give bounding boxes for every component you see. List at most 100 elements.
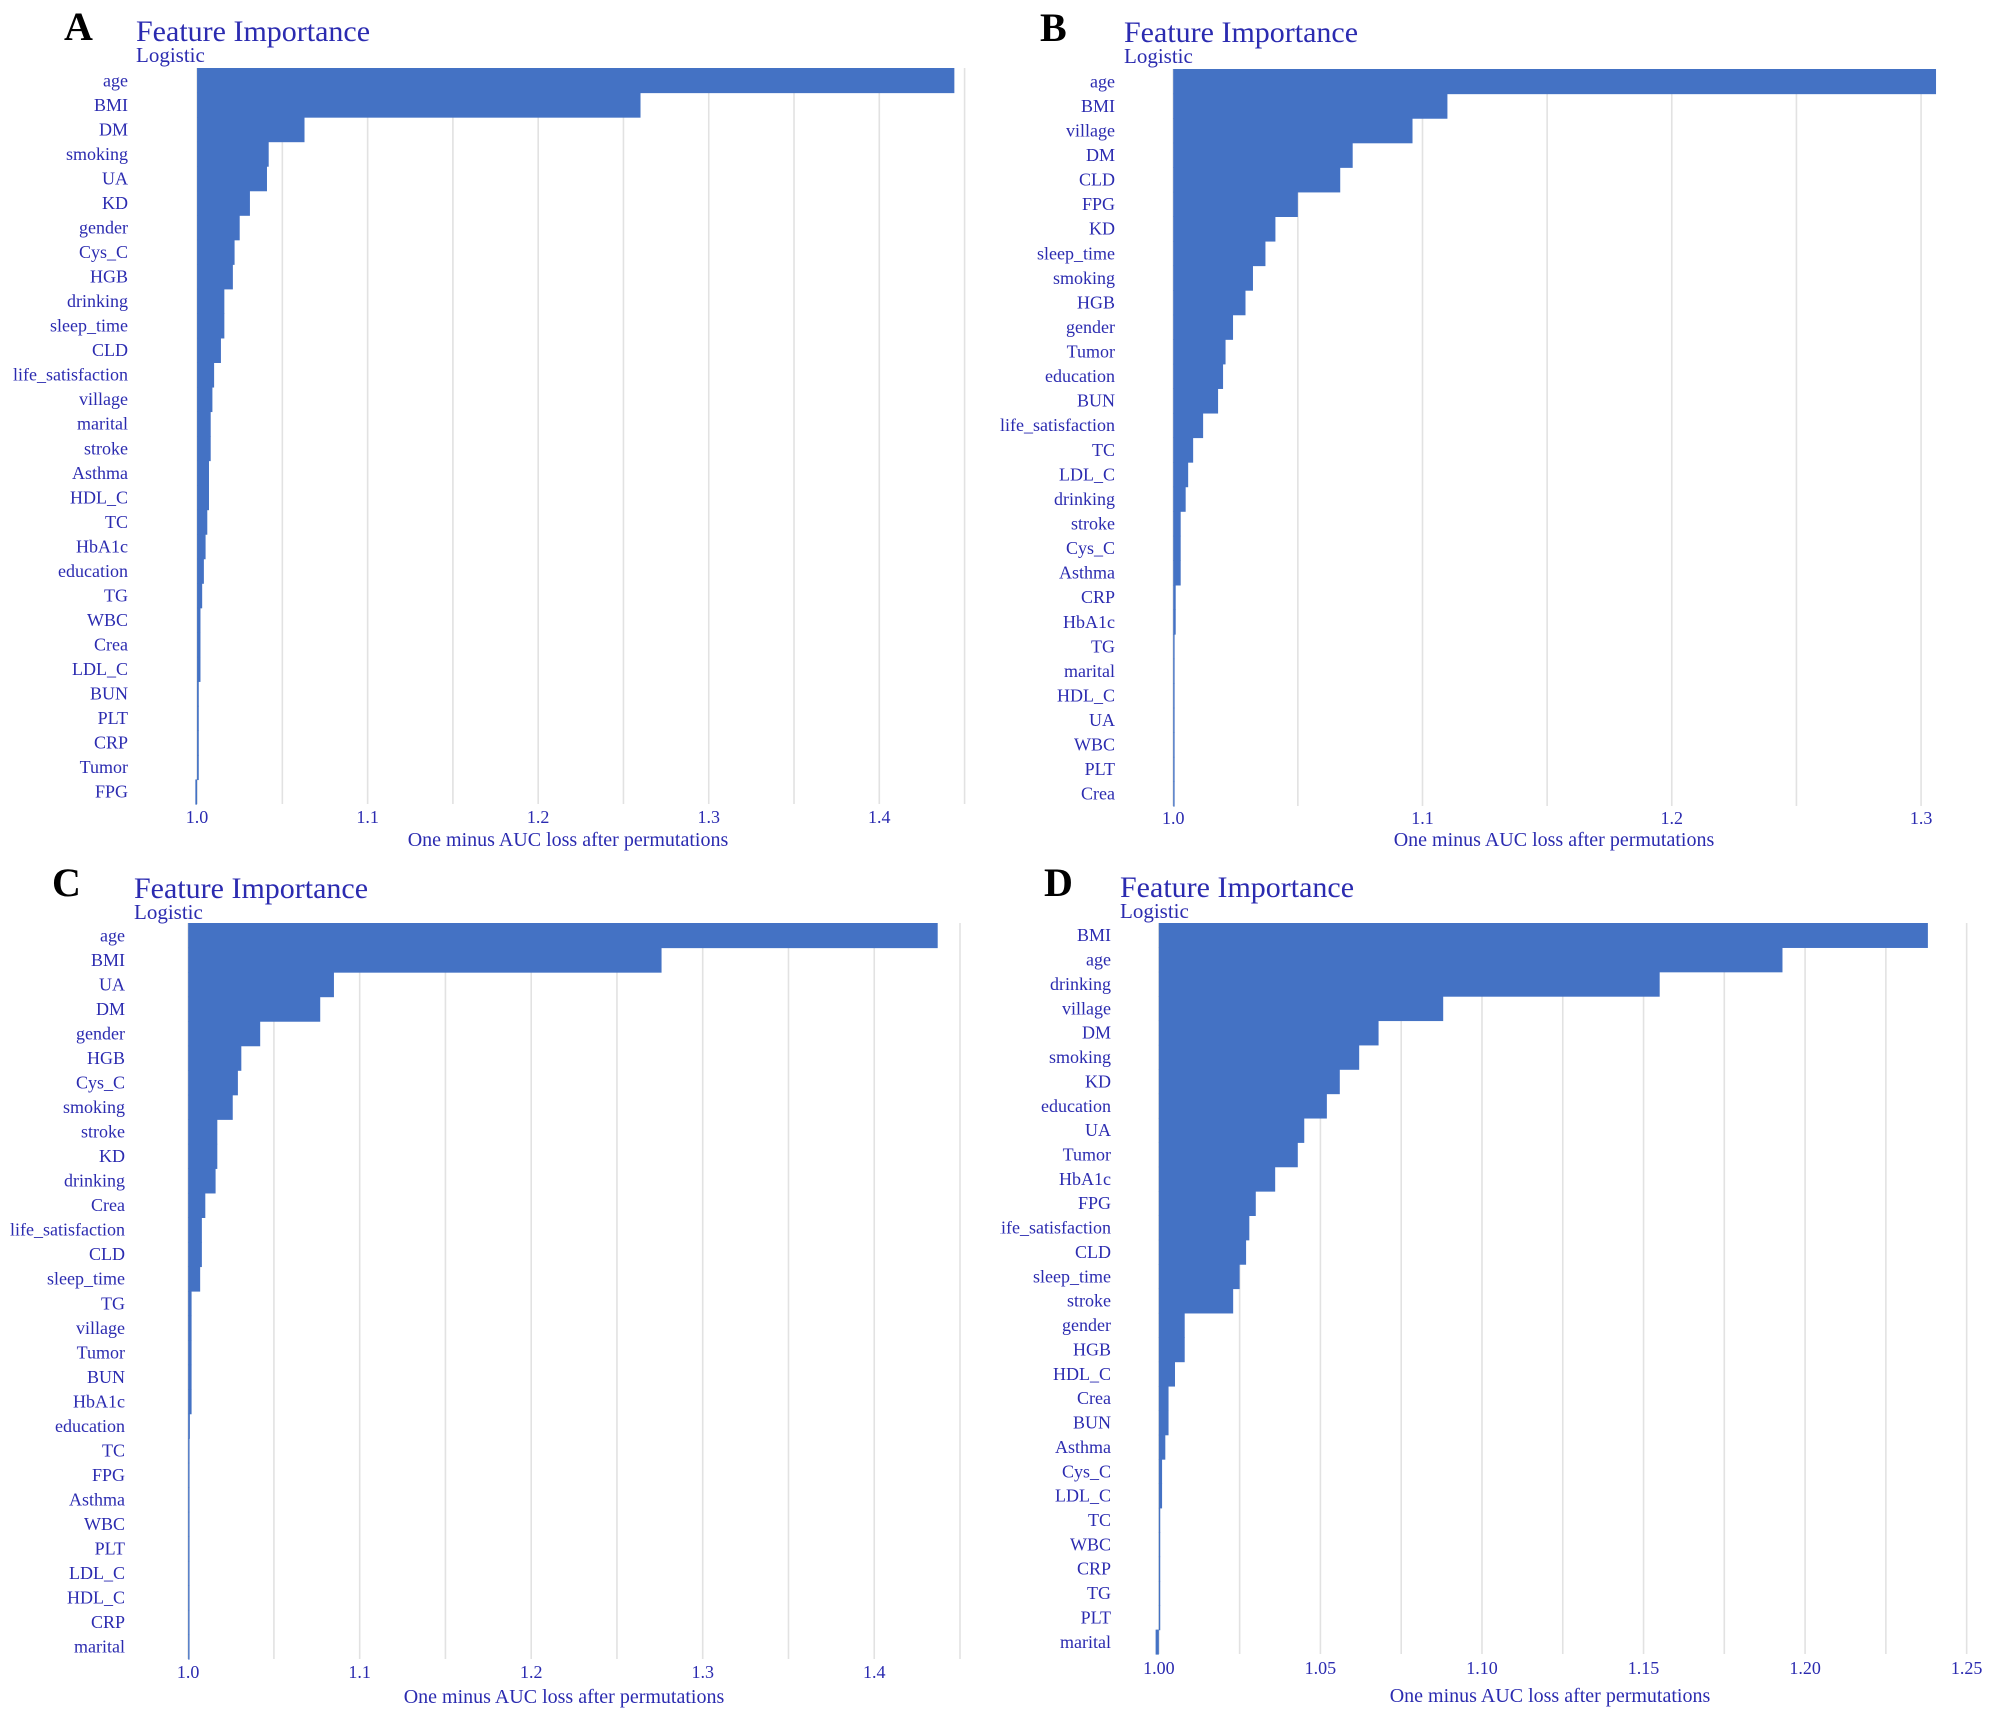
x-axis-title: One minus AUC loss after permutations xyxy=(1390,1685,1711,1707)
chart-subtitle: Logistic xyxy=(1120,899,1189,923)
bar-fpg xyxy=(1173,191,1298,217)
chart-panel-d: BMI age drinking village DM smoking KD educatio… xyxy=(1000,856,2000,1712)
feature-label: KD xyxy=(1085,1071,1111,1091)
x-tick-label: 1.1 xyxy=(356,807,379,827)
bar-bun xyxy=(197,681,199,707)
bar-drinking xyxy=(1173,486,1186,512)
feature-label: BMI xyxy=(94,95,128,115)
bar-age xyxy=(197,68,955,94)
bar-smoking xyxy=(1158,1044,1360,1070)
bar-tumor xyxy=(188,1340,192,1366)
bar-kd xyxy=(1158,1069,1340,1095)
bar-hba1c xyxy=(188,1389,192,1415)
feature-label: stroke xyxy=(1067,1291,1111,1311)
feature-label: WBC xyxy=(87,610,128,630)
feature-label: LDL_C xyxy=(1055,1486,1111,1506)
bar-plt xyxy=(1158,1605,1161,1631)
bar-hdl-c xyxy=(197,485,209,511)
feature-label: Tumor xyxy=(1063,1144,1111,1164)
feature-label: CLD xyxy=(89,1244,125,1264)
bar-crp xyxy=(197,730,199,756)
feature-label: drinking xyxy=(64,1171,125,1191)
bar-tg xyxy=(197,583,203,609)
bar-asthma xyxy=(188,1487,190,1513)
bar-gender xyxy=(1158,1312,1185,1338)
feature-label: CRP xyxy=(91,1612,125,1632)
feature-label: village xyxy=(1066,120,1115,140)
feature-label: KD xyxy=(102,193,128,213)
bar-cld xyxy=(1173,167,1341,193)
bar-tc xyxy=(1158,1507,1161,1533)
feature-label: DM xyxy=(96,999,125,1019)
feature-label: age xyxy=(103,70,128,90)
chart-title: Feature Importance xyxy=(1124,16,1358,49)
bar-plt xyxy=(1173,756,1175,783)
x-axis-title: One minus AUC loss after permutations xyxy=(404,1686,725,1708)
feature-label: WBC xyxy=(1074,735,1115,755)
feature-label: drinking xyxy=(67,291,128,311)
bar-age xyxy=(188,923,938,949)
x-tick-label: 1.0 xyxy=(186,807,209,827)
feature-label: BUN xyxy=(1077,391,1115,411)
feature-label: Asthma xyxy=(69,1490,125,1510)
feature-label: gender xyxy=(76,1023,125,1043)
bar-gender xyxy=(188,1021,261,1047)
feature-label: Cys_C xyxy=(1062,1461,1111,1481)
bar-sleep-time xyxy=(197,313,225,339)
feature-label: BUN xyxy=(87,1367,125,1387)
bar-kd xyxy=(1173,216,1276,242)
bar-age xyxy=(1173,69,1937,95)
bar-hdl-c xyxy=(188,1585,190,1611)
feature-label: marital xyxy=(1060,1632,1111,1652)
feature-label: FPG xyxy=(92,1465,125,1485)
x-tick-label: 1.25 xyxy=(1951,1658,1983,1678)
x-tick-label: 1.3 xyxy=(697,807,720,827)
feature-label: Crea xyxy=(94,635,128,655)
bar-hdl-c xyxy=(1173,683,1175,709)
bar-gender xyxy=(197,215,240,241)
bar-ldl-c xyxy=(1158,1483,1163,1509)
bar-crea xyxy=(1173,781,1175,807)
bar-fpg xyxy=(1158,1191,1256,1216)
feature-label: gender xyxy=(79,217,128,237)
bar-hgb xyxy=(197,264,233,290)
feature-label: Asthma xyxy=(1055,1437,1111,1457)
feature-label: Crea xyxy=(1081,784,1115,804)
feature-label: DM xyxy=(1082,1023,1111,1043)
bar-wbc xyxy=(188,1511,190,1537)
feature-label: marital xyxy=(1064,661,1115,681)
bar-wbc xyxy=(1158,1532,1161,1558)
feature-label: life_satisfaction xyxy=(10,1220,125,1240)
bar-gender xyxy=(1173,314,1234,340)
bar-bmi xyxy=(1173,93,1448,119)
bar-bmi xyxy=(197,92,641,118)
feature-label: life_satisfaction xyxy=(1000,1218,1111,1238)
feature-label: marital xyxy=(77,414,128,434)
feature-label: TG xyxy=(104,585,128,605)
chart-title: Feature Importance xyxy=(1120,871,1354,904)
feature-label: BMI xyxy=(1077,925,1111,945)
bar-kd xyxy=(188,1143,218,1169)
x-tick-label: 1.1 xyxy=(348,1662,371,1682)
bar-marital xyxy=(197,411,211,437)
feature-label: Tumor xyxy=(1067,342,1115,362)
bar-life-satisfaction xyxy=(1173,412,1204,439)
bar-dm xyxy=(1173,142,1353,168)
bar-tg xyxy=(188,1291,192,1317)
feature-label: FPG xyxy=(1082,194,1115,214)
bar-bun xyxy=(1173,388,1219,414)
feature-label: CRP xyxy=(94,733,128,753)
feature-label: CLD xyxy=(92,340,128,360)
feature-label: age xyxy=(1086,950,1111,970)
bar-asthma xyxy=(197,460,209,486)
feature-label: KD xyxy=(1089,219,1115,239)
bar-life-satisfaction xyxy=(197,362,215,388)
bar-crea xyxy=(1158,1385,1169,1411)
feature-label: FPG xyxy=(95,782,128,802)
bar-education xyxy=(1158,1093,1327,1119)
feature-label: WBC xyxy=(84,1514,125,1534)
bar-hba1c xyxy=(1173,609,1176,635)
bar-stroke xyxy=(188,1119,218,1145)
x-axis-title: One minus AUC loss after permutations xyxy=(1394,829,1715,851)
bar-crea xyxy=(188,1192,206,1218)
